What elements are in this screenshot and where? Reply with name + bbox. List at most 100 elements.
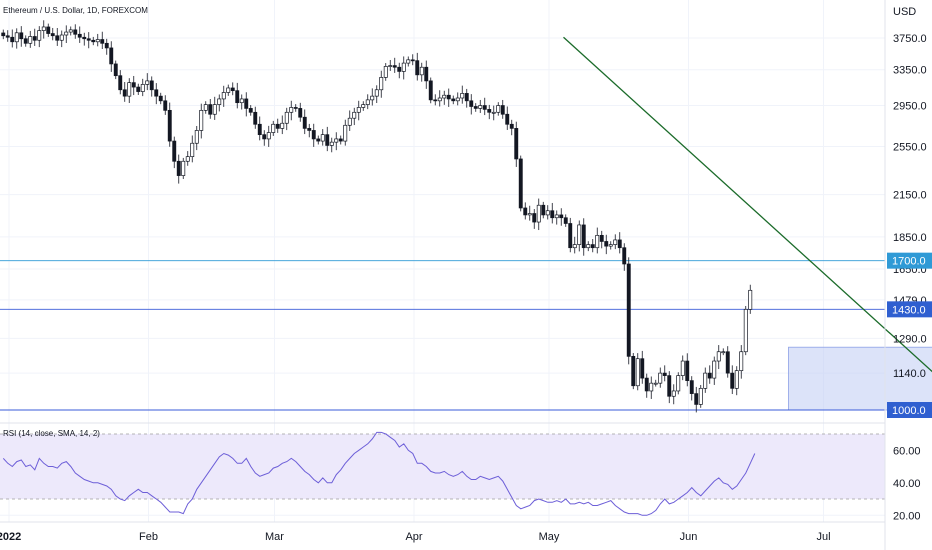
month-label: Apr bbox=[405, 531, 422, 543]
candle bbox=[14, 28, 19, 49]
price-tick: 1140.0 bbox=[893, 368, 926, 380]
candle bbox=[356, 100, 361, 121]
candle bbox=[203, 101, 208, 114]
candle bbox=[262, 130, 267, 146]
svg-text:1000.0: 1000.0 bbox=[892, 405, 926, 417]
candle bbox=[748, 284, 753, 314]
candle bbox=[181, 157, 186, 179]
candle bbox=[221, 85, 226, 107]
horizontal-levels bbox=[0, 260, 885, 411]
candle bbox=[460, 85, 465, 104]
candle bbox=[329, 137, 334, 153]
candle bbox=[91, 36, 96, 46]
candle bbox=[455, 92, 460, 106]
candle bbox=[280, 115, 285, 135]
candle bbox=[190, 135, 195, 163]
candle bbox=[685, 353, 690, 387]
candle bbox=[568, 217, 573, 253]
candle bbox=[86, 32, 91, 49]
candle bbox=[419, 62, 424, 82]
candle bbox=[230, 82, 235, 96]
candle bbox=[631, 352, 636, 390]
candle bbox=[118, 70, 123, 95]
candle bbox=[671, 384, 676, 405]
symbol-title: Ethereum / U.S. Dollar, 1D, FOREXCOM bbox=[3, 6, 148, 15]
candle bbox=[266, 125, 271, 147]
candle bbox=[77, 26, 82, 43]
candle bbox=[289, 100, 294, 121]
candle bbox=[442, 90, 447, 105]
candle bbox=[482, 97, 487, 116]
candle bbox=[23, 35, 28, 47]
candle bbox=[122, 81, 127, 102]
candle bbox=[595, 227, 600, 254]
chart-header: Ethereum / U.S. Dollar, 1D, FOREXCOM bbox=[3, 6, 148, 15]
candle bbox=[716, 345, 721, 370]
candle bbox=[451, 95, 456, 105]
candle bbox=[590, 238, 595, 253]
candle bbox=[599, 230, 604, 249]
candle bbox=[271, 120, 276, 136]
candle bbox=[496, 102, 501, 116]
candle bbox=[388, 60, 393, 71]
candle bbox=[739, 345, 744, 379]
candle bbox=[410, 54, 415, 66]
month-label: May bbox=[539, 531, 560, 543]
candle bbox=[163, 95, 168, 115]
candle bbox=[613, 234, 618, 250]
price-tick: 1850.0 bbox=[893, 232, 927, 244]
candle bbox=[176, 154, 181, 184]
candle bbox=[244, 92, 249, 117]
candle bbox=[428, 77, 433, 104]
candle bbox=[433, 94, 438, 106]
candle bbox=[298, 102, 303, 122]
candle bbox=[320, 129, 325, 146]
candle bbox=[523, 202, 528, 220]
candle bbox=[325, 126, 330, 152]
candle bbox=[730, 365, 735, 395]
candle bbox=[680, 355, 685, 381]
candle bbox=[239, 94, 244, 110]
candle bbox=[5, 30, 10, 42]
candle bbox=[41, 20, 46, 39]
trendline bbox=[563, 36, 932, 373]
candle bbox=[604, 234, 609, 255]
candle bbox=[383, 63, 388, 81]
rsi-axis[interactable]: 60.00 40.00 20.00 bbox=[893, 445, 921, 522]
candle bbox=[401, 56, 406, 80]
candle bbox=[149, 76, 154, 97]
candle bbox=[167, 102, 172, 147]
candle bbox=[284, 107, 289, 131]
candle bbox=[478, 99, 483, 113]
level-tag: 1430.0 bbox=[887, 301, 932, 318]
candle bbox=[397, 62, 402, 79]
candle bbox=[235, 82, 240, 109]
candle bbox=[131, 75, 136, 96]
candle bbox=[100, 31, 105, 49]
level-tag: 1700.0 bbox=[887, 252, 932, 269]
candle bbox=[635, 353, 640, 391]
time-axis[interactable]: 2022FebMarAprMayJunJulAug bbox=[0, 531, 932, 543]
candle bbox=[667, 371, 672, 404]
candle bbox=[212, 96, 217, 120]
candle bbox=[226, 84, 231, 96]
candle bbox=[541, 201, 546, 219]
price-pane[interactable]: Ethereum / U.S. Dollar, 1D, FOREXCOM bbox=[0, 6, 932, 413]
svg-text:1700.0: 1700.0 bbox=[892, 256, 926, 268]
candle bbox=[491, 105, 496, 121]
month-label: Feb bbox=[139, 531, 158, 543]
candlesticks bbox=[1, 20, 753, 413]
candle bbox=[82, 32, 87, 46]
candle bbox=[248, 105, 253, 116]
candle bbox=[554, 210, 559, 225]
rsi-title: RSI (14, close, SMA, 14, 2) bbox=[3, 429, 100, 438]
candle bbox=[640, 350, 645, 384]
candle bbox=[469, 94, 474, 115]
candle bbox=[550, 202, 555, 224]
rsi-tick: 40.00 bbox=[893, 478, 921, 490]
candle bbox=[509, 119, 514, 136]
rsi-pane[interactable]: RSI (14, close, SMA, 14, 2) bbox=[0, 429, 885, 516]
candle bbox=[361, 101, 366, 111]
candle bbox=[140, 78, 145, 97]
candle bbox=[311, 123, 316, 147]
